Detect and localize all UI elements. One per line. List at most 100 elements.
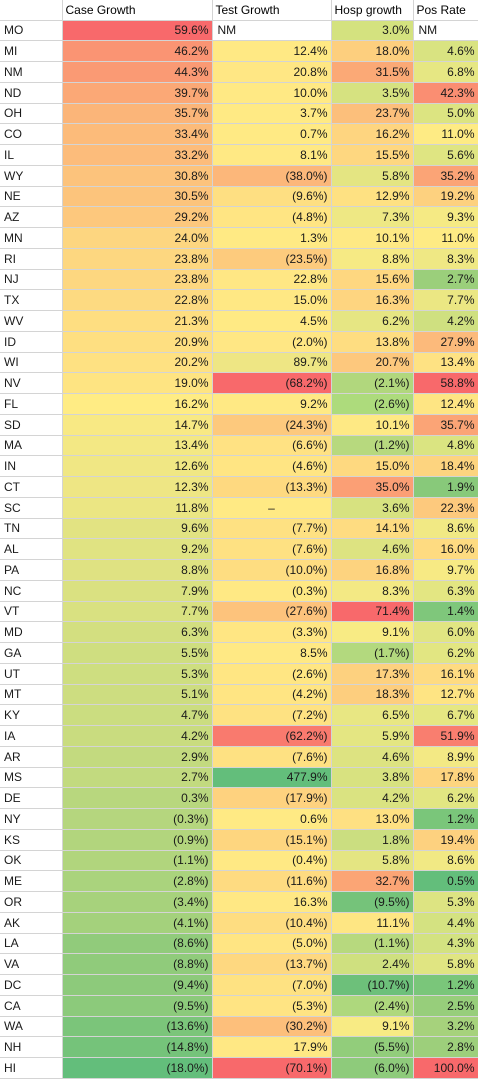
case-growth-cell[interactable]: 5.1%: [62, 684, 213, 706]
pos-rate-cell[interactable]: 11.0%: [413, 123, 478, 145]
state-cell[interactable]: AL: [0, 538, 63, 560]
test-growth-cell[interactable]: (10.0%): [212, 559, 332, 581]
case-growth-cell[interactable]: 12.6%: [62, 455, 213, 477]
test-growth-cell[interactable]: (70.1%): [212, 1057, 332, 1079]
state-cell[interactable]: MS: [0, 767, 63, 789]
case-growth-cell[interactable]: 12.3%: [62, 476, 213, 498]
pos-rate-cell[interactable]: 1.4%: [413, 601, 478, 623]
pos-rate-cell[interactable]: 35.2%: [413, 165, 478, 187]
pos-rate-cell[interactable]: 5.0%: [413, 103, 478, 125]
test-growth-cell[interactable]: (24.3%): [212, 414, 332, 436]
test-growth-cell[interactable]: (4.6%): [212, 455, 332, 477]
case-growth-cell[interactable]: 5.5%: [62, 642, 213, 664]
pos-rate-cell[interactable]: 4.3%: [413, 933, 478, 955]
test-growth-cell[interactable]: (6.6%): [212, 435, 332, 457]
hosp-growth-cell[interactable]: 23.7%: [331, 103, 414, 125]
state-cell[interactable]: FL: [0, 393, 63, 415]
pos-rate-cell[interactable]: 8.6%: [413, 850, 478, 872]
hosp-growth-cell[interactable]: 16.2%: [331, 123, 414, 145]
header-state[interactable]: [0, 0, 63, 21]
test-growth-cell[interactable]: (5.0%): [212, 933, 332, 955]
case-growth-cell[interactable]: 0.3%: [62, 787, 213, 809]
case-growth-cell[interactable]: 7.9%: [62, 580, 213, 602]
state-cell[interactable]: OR: [0, 891, 63, 913]
test-growth-cell[interactable]: (17.9%): [212, 787, 332, 809]
hosp-growth-cell[interactable]: 10.1%: [331, 227, 414, 249]
case-growth-cell[interactable]: 11.8%: [62, 497, 213, 519]
case-growth-cell[interactable]: 20.9%: [62, 331, 213, 353]
pos-rate-cell[interactable]: 4.4%: [413, 912, 478, 934]
header-test-growth[interactable]: Test Growth: [212, 0, 332, 21]
hosp-growth-cell[interactable]: 3.6%: [331, 497, 414, 519]
hosp-growth-cell[interactable]: (2.6%): [331, 393, 414, 415]
state-cell[interactable]: MT: [0, 684, 63, 706]
test-growth-cell[interactable]: (13.7%): [212, 953, 332, 975]
state-cell[interactable]: OK: [0, 850, 63, 872]
pos-rate-cell[interactable]: 6.8%: [413, 61, 478, 83]
pos-rate-cell[interactable]: 100.0%: [413, 1057, 478, 1079]
state-cell[interactable]: ID: [0, 331, 63, 353]
case-growth-cell[interactable]: (13.6%): [62, 1016, 213, 1038]
state-cell[interactable]: SC: [0, 497, 63, 519]
pos-rate-cell[interactable]: 4.8%: [413, 435, 478, 457]
hosp-growth-cell[interactable]: 16.8%: [331, 559, 414, 581]
state-cell[interactable]: PA: [0, 559, 63, 581]
hosp-growth-cell[interactable]: 3.5%: [331, 82, 414, 104]
pos-rate-cell[interactable]: 1.2%: [413, 808, 478, 830]
hosp-growth-cell[interactable]: 31.5%: [331, 61, 414, 83]
pos-rate-cell[interactable]: NM: [413, 20, 478, 42]
test-growth-cell[interactable]: (2.6%): [212, 663, 332, 685]
test-growth-cell[interactable]: (15.1%): [212, 829, 332, 851]
hosp-growth-cell[interactable]: 13.0%: [331, 808, 414, 830]
pos-rate-cell[interactable]: 8.6%: [413, 518, 478, 540]
pos-rate-cell[interactable]: 27.9%: [413, 331, 478, 353]
hosp-growth-cell[interactable]: 9.1%: [331, 1016, 414, 1038]
test-growth-cell[interactable]: (68.2%): [212, 372, 332, 394]
case-growth-cell[interactable]: 13.4%: [62, 435, 213, 457]
test-growth-cell[interactable]: (7.6%): [212, 746, 332, 768]
pos-rate-cell[interactable]: 16.1%: [413, 663, 478, 685]
state-cell[interactable]: CO: [0, 123, 63, 145]
hosp-growth-cell[interactable]: 10.1%: [331, 414, 414, 436]
test-growth-cell[interactable]: (0.3%): [212, 580, 332, 602]
state-cell[interactable]: MO: [0, 20, 63, 42]
test-growth-cell[interactable]: –: [212, 497, 332, 519]
state-cell[interactable]: CA: [0, 995, 63, 1017]
test-growth-cell[interactable]: NM: [212, 20, 332, 42]
case-growth-cell[interactable]: 33.2%: [62, 144, 213, 166]
pos-rate-cell[interactable]: 8.9%: [413, 746, 478, 768]
case-growth-cell[interactable]: 30.8%: [62, 165, 213, 187]
case-growth-cell[interactable]: 5.3%: [62, 663, 213, 685]
test-growth-cell[interactable]: 9.2%: [212, 393, 332, 415]
hosp-growth-cell[interactable]: 7.3%: [331, 206, 414, 228]
case-growth-cell[interactable]: 35.7%: [62, 103, 213, 125]
hosp-growth-cell[interactable]: 13.8%: [331, 331, 414, 353]
hosp-growth-cell[interactable]: 5.8%: [331, 165, 414, 187]
header-hosp-growth[interactable]: Hosp growth: [331, 0, 414, 21]
hosp-growth-cell[interactable]: 15.6%: [331, 269, 414, 291]
pos-rate-cell[interactable]: 6.7%: [413, 704, 478, 726]
case-growth-cell[interactable]: 44.3%: [62, 61, 213, 83]
test-growth-cell[interactable]: (13.3%): [212, 476, 332, 498]
state-cell[interactable]: TN: [0, 518, 63, 540]
hosp-growth-cell[interactable]: 14.1%: [331, 518, 414, 540]
state-cell[interactable]: MI: [0, 40, 63, 62]
pos-rate-cell[interactable]: 12.4%: [413, 393, 478, 415]
hosp-growth-cell[interactable]: 3.0%: [331, 20, 414, 42]
test-growth-cell[interactable]: (11.6%): [212, 870, 332, 892]
case-growth-cell[interactable]: 16.2%: [62, 393, 213, 415]
case-growth-cell[interactable]: 39.7%: [62, 82, 213, 104]
hosp-growth-cell[interactable]: 16.3%: [331, 289, 414, 311]
case-growth-cell[interactable]: (0.3%): [62, 808, 213, 830]
pos-rate-cell[interactable]: 8.3%: [413, 248, 478, 270]
test-growth-cell[interactable]: 12.4%: [212, 40, 332, 62]
case-growth-cell[interactable]: (8.8%): [62, 953, 213, 975]
hosp-growth-cell[interactable]: 2.4%: [331, 953, 414, 975]
case-growth-cell[interactable]: (1.1%): [62, 850, 213, 872]
hosp-growth-cell[interactable]: (2.1%): [331, 372, 414, 394]
pos-rate-cell[interactable]: 0.5%: [413, 870, 478, 892]
hosp-growth-cell[interactable]: (9.5%): [331, 891, 414, 913]
test-growth-cell[interactable]: (2.0%): [212, 331, 332, 353]
case-growth-cell[interactable]: 2.7%: [62, 767, 213, 789]
case-growth-cell[interactable]: 23.8%: [62, 269, 213, 291]
